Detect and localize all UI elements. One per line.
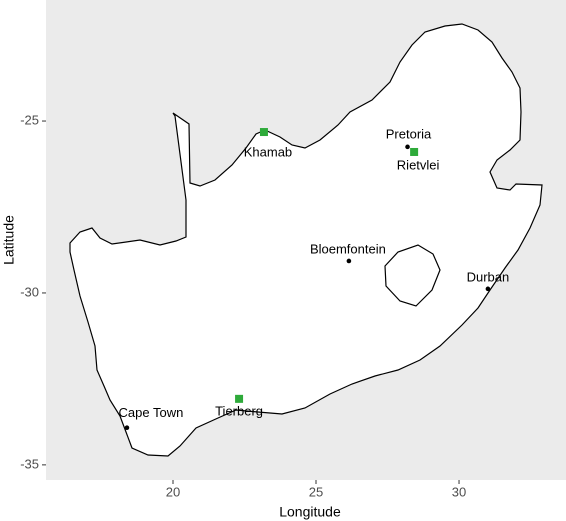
y-tick-label: -35: [20, 456, 39, 471]
x-tick-label: 25: [309, 484, 323, 499]
site-marker: [235, 394, 244, 403]
y-tick-label: -30: [20, 284, 39, 299]
point-label: Durban: [467, 269, 510, 284]
point-label: Khamab: [244, 144, 292, 159]
y-tick-label: -25: [20, 112, 39, 127]
point-label: Tierberg: [215, 403, 263, 418]
country-outline: [69, 23, 543, 457]
city-marker: [346, 258, 352, 264]
x-tick-label: 20: [166, 484, 180, 499]
city-marker: [405, 144, 410, 150]
point-label: Cape Town: [119, 405, 184, 420]
site-marker: [259, 128, 268, 137]
y-axis-title: Latitude: [1, 215, 17, 265]
city-marker: [485, 286, 491, 292]
site-marker: [410, 147, 419, 156]
city-marker: [124, 425, 130, 431]
x-tick-label: 30: [452, 484, 466, 499]
point-label: Rietvlei: [397, 157, 440, 172]
point-label: Pretoria: [386, 126, 432, 141]
x-axis-title: Longitude: [279, 504, 341, 520]
point-label: Bloemfontein: [310, 241, 386, 256]
